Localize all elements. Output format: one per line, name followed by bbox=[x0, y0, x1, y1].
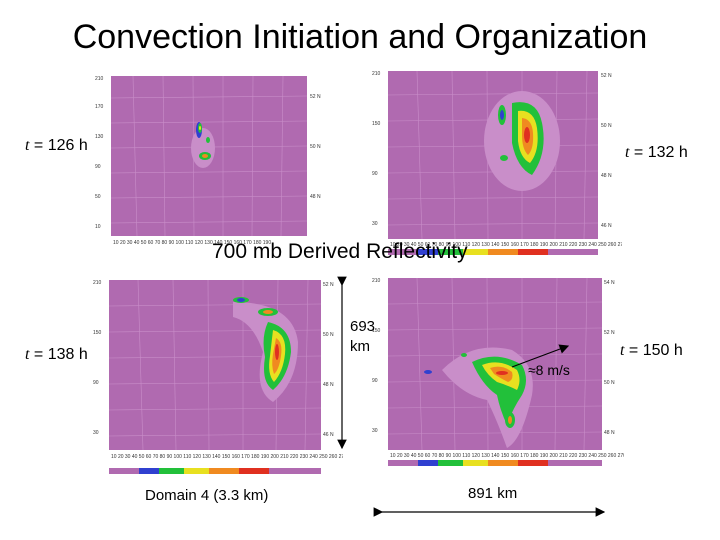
svg-text:50: 50 bbox=[95, 194, 101, 200]
svg-text:48 N: 48 N bbox=[601, 173, 612, 179]
svg-text:10 20 30 40 50 60 70 80 90 100: 10 20 30 40 50 60 70 80 90 100 110 120 1… bbox=[390, 242, 622, 248]
svg-text:10 20 30 40 50 60 70 80 90 100: 10 20 30 40 50 60 70 80 90 100 110 120 1… bbox=[113, 240, 271, 246]
svg-text:30: 30 bbox=[93, 430, 99, 436]
time-label-138h: t = 138 h bbox=[25, 346, 88, 363]
svg-text:50 N: 50 N bbox=[310, 144, 321, 150]
svg-text:210: 210 bbox=[93, 280, 102, 286]
time-label-126h: t = 126 h bbox=[25, 137, 88, 154]
svg-text:30: 30 bbox=[372, 221, 378, 227]
wind-speed-label: ≈8 m/s bbox=[528, 362, 570, 378]
svg-text:10: 10 bbox=[95, 224, 101, 230]
svg-text:130: 130 bbox=[95, 134, 104, 140]
reflectivity-map-150h: 210 150 90 30 54 N 52 N 50 N 48 N 10 20 30 40 … bbox=[372, 270, 624, 480]
reflectivity-map-126h: 210 170 130 90 50 10 52 N 50 N 48 N 10 20 30 4… bbox=[93, 68, 323, 248]
svg-text:150: 150 bbox=[93, 330, 102, 336]
width-label: 891 km bbox=[468, 485, 518, 502]
time-label-150h: t = 150 h bbox=[620, 342, 683, 359]
svg-text:48 N: 48 N bbox=[323, 382, 334, 388]
svg-text:50 N: 50 N bbox=[601, 123, 612, 129]
reflectivity-map-138h: 210 150 90 30 52 N 50 N 48 N 46 N 10 20 30 40 … bbox=[93, 272, 343, 490]
center-caption: 700 mb Derived Reflectivity bbox=[212, 240, 468, 263]
reflectivity-map-132h: 210 150 90 30 52 N 50 N 48 N 46 N 10 20 30 40 … bbox=[372, 63, 622, 273]
svg-text:52 N: 52 N bbox=[601, 73, 612, 79]
svg-text:54 N: 54 N bbox=[604, 280, 615, 286]
svg-text:210: 210 bbox=[95, 76, 104, 82]
svg-text:210: 210 bbox=[372, 71, 381, 77]
height-value: 693 bbox=[350, 318, 376, 335]
svg-text:170: 170 bbox=[95, 104, 104, 110]
height-label: 693 km bbox=[350, 317, 375, 357]
domain-label: Domain 4 (3.3 km) bbox=[145, 487, 269, 504]
svg-text:90: 90 bbox=[372, 171, 378, 177]
svg-text:150: 150 bbox=[372, 121, 381, 127]
svg-text:10 20 30 40 50 60 70 80 90 100: 10 20 30 40 50 60 70 80 90 100 110 120 1… bbox=[111, 454, 343, 460]
svg-text:48 N: 48 N bbox=[604, 430, 615, 436]
svg-text:210: 210 bbox=[372, 278, 381, 284]
svg-text:52 N: 52 N bbox=[604, 330, 615, 336]
svg-text:90: 90 bbox=[93, 380, 99, 386]
svg-text:30: 30 bbox=[372, 428, 378, 434]
time-label-132h: t = 132 h bbox=[625, 144, 688, 161]
svg-text:46 N: 46 N bbox=[323, 432, 334, 438]
svg-text:10 20 30 40 50 60 70 80 90 100: 10 20 30 40 50 60 70 80 90 100 110 120 1… bbox=[390, 453, 624, 459]
height-unit: km bbox=[350, 338, 370, 355]
svg-text:50 N: 50 N bbox=[323, 332, 334, 338]
svg-text:52 N: 52 N bbox=[310, 94, 321, 100]
slide-title: Convection Initiation and Organization bbox=[72, 18, 648, 56]
svg-text:48 N: 48 N bbox=[310, 194, 321, 200]
svg-text:52 N: 52 N bbox=[323, 282, 334, 288]
svg-text:90: 90 bbox=[372, 378, 378, 384]
svg-text:46 N: 46 N bbox=[601, 223, 612, 229]
svg-text:150: 150 bbox=[372, 328, 381, 334]
svg-text:50 N: 50 N bbox=[604, 380, 615, 386]
svg-text:90: 90 bbox=[95, 164, 101, 170]
